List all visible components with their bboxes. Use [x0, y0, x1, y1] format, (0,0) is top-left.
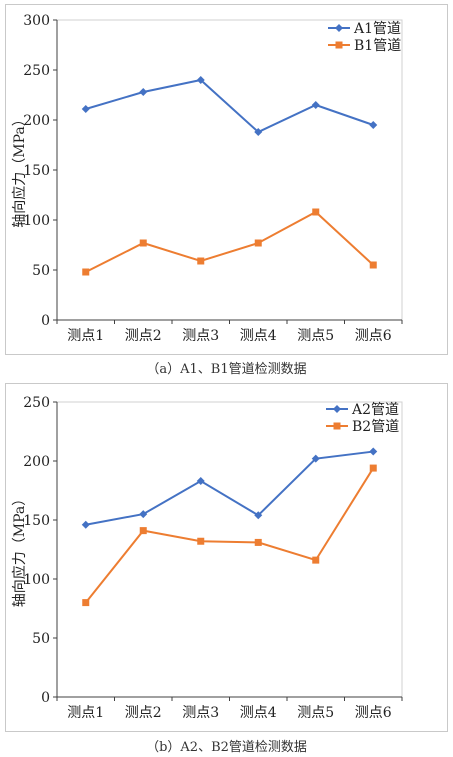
x-tick-label: 测点2: [125, 328, 162, 344]
data-point-diamond: [369, 121, 378, 129]
y-tick-label: 100: [23, 572, 50, 588]
data-point-square: [82, 268, 90, 276]
data-point-square: [139, 527, 147, 535]
data-point-square: [254, 538, 262, 546]
plot-area: [56, 401, 403, 698]
x-tick-label: 测点5: [297, 328, 334, 344]
chart-a: 0 50 100 150 200 250 300 测点1 测点2 测点3 测点4 测点5 测点6 轴向应力…: [11, 13, 403, 344]
plot-area: [56, 19, 403, 321]
y-axis-label: 轴向应力（MPa）: [11, 112, 28, 227]
data-point-diamond: [254, 511, 263, 520]
chart-b: 0 50 100 150 200 250 测点1 测点2 测点3 测点4 测点5 测点6 轴向应力（MP…: [11, 395, 403, 721]
data-point-square: [369, 261, 377, 269]
y-tick-label: 200: [23, 113, 50, 129]
series-line-0: [85, 450, 374, 526]
data-point-square: [312, 208, 320, 216]
data-point-diamond: [81, 105, 90, 113]
legend-label: A1管道: [353, 21, 401, 37]
data-point-diamond: [139, 510, 148, 519]
caption-b: （b）A2、B2管道检测数据: [146, 740, 307, 755]
chart-panel-b: 0 50 100 150 200 250 测点1 测点2 测点3 测点4 测点5 测点6 轴向应力（MP…: [5, 383, 448, 732]
data-point-square: [254, 239, 262, 247]
data-point-square: [312, 556, 320, 564]
x-tick-label: 测点3: [182, 705, 219, 721]
legend-label: B2管道: [352, 419, 399, 435]
data-point-square: [369, 464, 377, 472]
data-point-diamond: [254, 128, 263, 136]
data-point-diamond: [369, 447, 378, 456]
legend-marker: [333, 422, 341, 430]
data-point-diamond: [139, 88, 148, 96]
y-tick-label: 250: [23, 63, 50, 79]
chart-panel-a: 0 50 100 150 200 250 300 测点1 测点2 测点3 测点4 测点5 测点6 轴向应力…: [5, 4, 448, 355]
series-line-1: [84, 467, 375, 604]
x-tick-label: 测点6: [355, 328, 392, 344]
x-tick-label: 测点4: [240, 705, 277, 721]
x-tick-label: 测点1: [67, 705, 104, 721]
data-point-diamond: [81, 520, 90, 529]
y-tick-label: 0: [41, 313, 50, 329]
y-tick-label: 200: [23, 454, 50, 470]
series-line-0: [85, 78, 374, 134]
data-point-square: [197, 537, 205, 545]
y-tick-label: 250: [23, 395, 50, 411]
series-line-1: [85, 210, 374, 273]
y-tick-label: 150: [23, 513, 50, 529]
legend-marker: [335, 41, 343, 49]
data-point-square: [82, 599, 90, 607]
legend-marker: [335, 24, 343, 32]
legend-label: A2管道: [351, 402, 399, 418]
data-point-square: [197, 257, 205, 265]
x-tick-label: 测点4: [240, 328, 277, 344]
x-tick-label: 测点1: [67, 328, 104, 344]
y-axis-label: 轴向应力（MPa）: [11, 492, 28, 607]
y-tick-label: 150: [23, 163, 50, 179]
y-tick-label: 300: [23, 13, 50, 29]
y-tick-label: 50: [32, 263, 50, 279]
data-point-diamond: [311, 454, 320, 463]
x-tick-label: 测点2: [125, 705, 162, 721]
x-tick-label: 测点3: [182, 328, 219, 344]
legend-label: B1管道: [354, 38, 401, 54]
data-point-diamond: [196, 477, 205, 486]
caption-a: （a）A1、B1管道检测数据: [146, 362, 307, 377]
x-tick-label: 测点5: [297, 705, 334, 721]
data-point-diamond: [311, 101, 320, 109]
data-point-square: [139, 239, 147, 247]
y-tick-label: 0: [41, 690, 50, 706]
data-point-diamond: [196, 76, 205, 84]
y-tick-label: 50: [32, 631, 50, 647]
legend-marker: [333, 405, 341, 413]
x-tick-label: 测点6: [355, 705, 392, 721]
y-tick-label: 100: [23, 213, 50, 229]
